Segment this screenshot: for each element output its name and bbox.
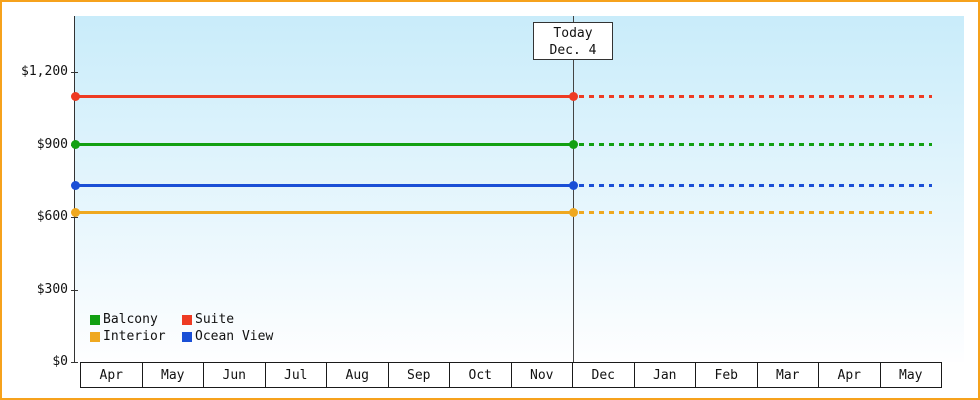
plot-area [74, 16, 964, 362]
legend-item-balcony[interactable]: Balcony [90, 312, 182, 327]
y-tick-label: $0 [52, 354, 68, 369]
legend-item-ocean-view[interactable]: Ocean View [182, 329, 273, 344]
legend-swatch-ocean-view [182, 331, 192, 342]
marker-today-balcony [568, 140, 578, 149]
month-cell-6-oct: Oct [449, 362, 512, 388]
y-tick-label: $300 [36, 281, 68, 297]
series-projection-balcony [579, 143, 932, 146]
month-cell-1-may: May [141, 362, 204, 388]
marker-start-suite [71, 91, 80, 101]
marker-today-ocean-view [568, 181, 578, 191]
x-axis: Apr May Jun Jul Aug Sep Oct Nov Dec Jan Feb Mar Apr M… [80, 362, 942, 388]
series-projection-ocean-view [579, 184, 932, 188]
month-cell-3-jul: Jul [264, 362, 327, 388]
legend-swatch-balcony [90, 314, 100, 325]
month-cell-11-mar: Mar [756, 362, 819, 388]
marker-start-interior [71, 207, 80, 217]
y-tick-label: $600 [36, 209, 68, 224]
y-tick-mark [71, 362, 78, 363]
month-cell-2-jun: Jun [203, 362, 266, 388]
legend: Balcony Suite Interior Ocean View [90, 312, 273, 344]
legend-item-suite[interactable]: Suite [182, 312, 273, 327]
legend-label-suite: Suite [195, 312, 235, 327]
legend-swatch-interior [90, 331, 100, 342]
series-projection-interior [579, 210, 932, 214]
month-cell-13-may: May [879, 362, 942, 388]
legend-label-ocean-view: Ocean View [195, 329, 274, 344]
month-cell-10-feb: Feb [695, 362, 758, 388]
month-cell-0-apr: Apr [80, 362, 143, 388]
marker-start-ocean-view [71, 181, 80, 191]
month-cell-9-jan: Jan [633, 362, 696, 388]
today-label: Today [553, 26, 593, 41]
y-tick-label: $1,200 [21, 64, 68, 79]
month-cell-8-dec: Dec [572, 362, 635, 388]
y-tick-mark [71, 289, 78, 291]
y-tick-label: $900 [36, 136, 68, 152]
series-line-interior [74, 210, 573, 214]
legend-swatch-suite [182, 314, 192, 325]
marker-start-balcony [71, 140, 80, 149]
y-tick-mark [71, 72, 78, 73]
legend-label-interior: Interior [103, 329, 166, 344]
marker-today-interior [568, 207, 578, 217]
marker-today-suite [568, 91, 578, 101]
legend-item-interior[interactable]: Interior [90, 329, 182, 344]
month-cell-4-aug: Aug [326, 362, 389, 388]
today-annotation: Today Dec. 4 [533, 22, 613, 60]
month-cell-12-apr: Apr [818, 362, 881, 388]
series-line-balcony [74, 143, 573, 146]
series-line-suite [74, 94, 573, 98]
series-projection-suite [579, 94, 932, 98]
today-date: Dec. 4 [549, 43, 597, 58]
y-tick-mark [71, 217, 78, 218]
series-line-ocean-view [74, 184, 573, 188]
month-cell-5-sep: Sep [387, 362, 450, 388]
month-cell-7-nov: Nov [510, 362, 573, 388]
legend-label-balcony: Balcony [103, 312, 158, 327]
